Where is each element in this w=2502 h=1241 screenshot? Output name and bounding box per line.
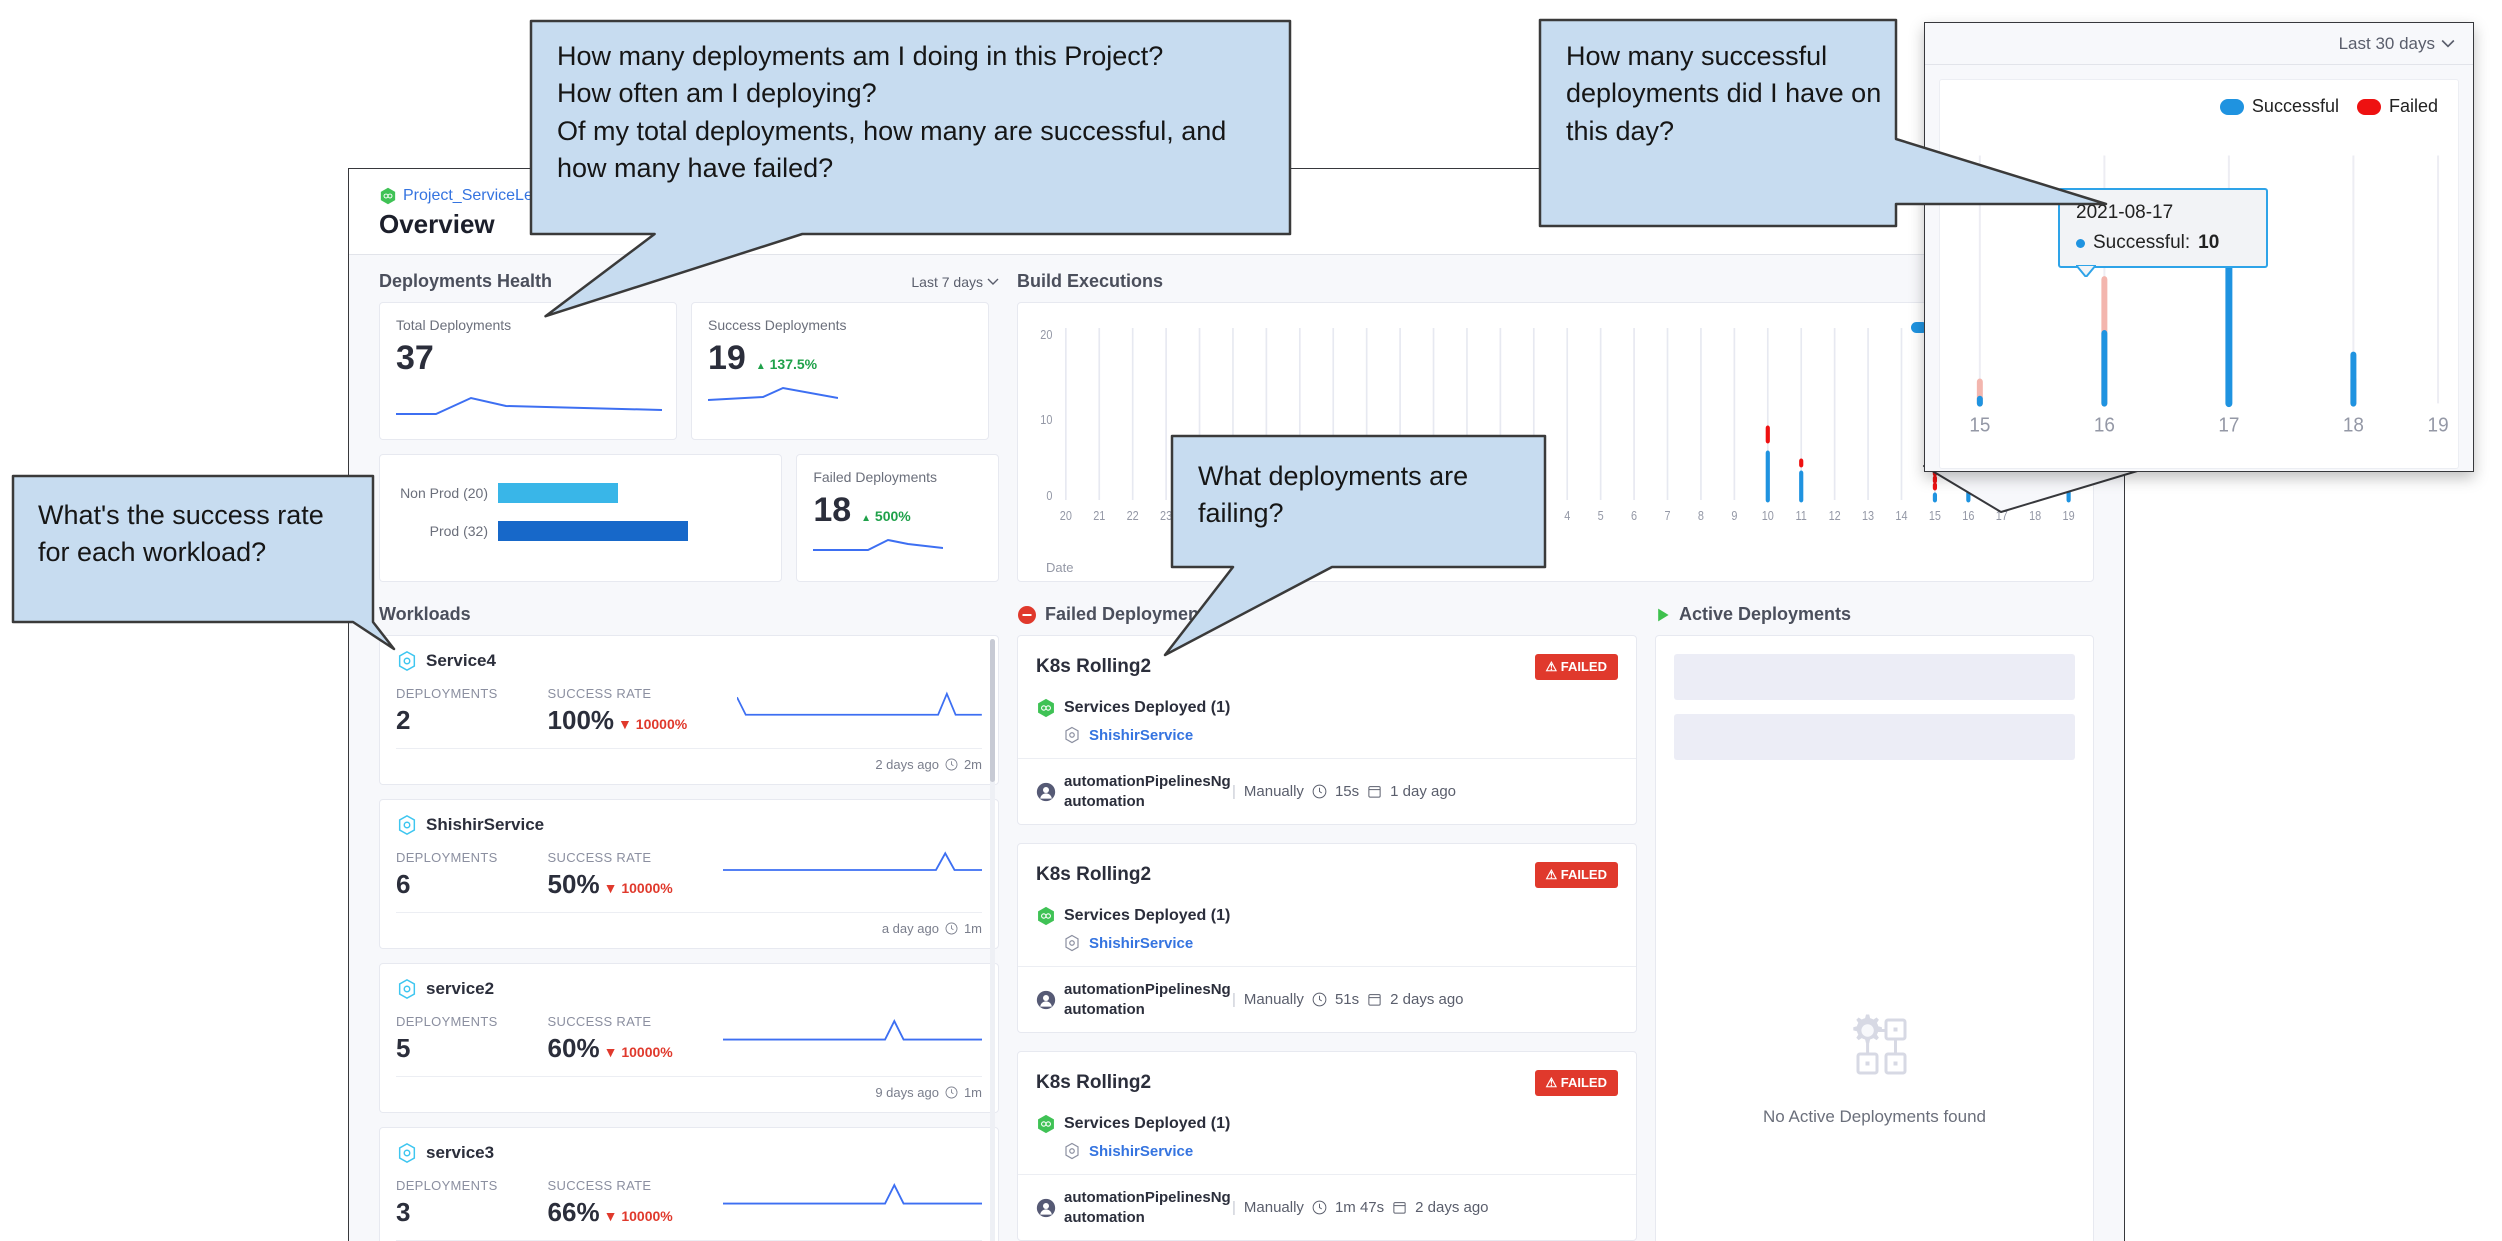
svg-text:21: 21 (1093, 508, 1105, 523)
svg-text:7: 7 (1664, 508, 1670, 523)
svg-text:20: 20 (1060, 508, 1072, 523)
svg-text:15: 15 (1969, 414, 1990, 437)
svg-text:16: 16 (2094, 414, 2115, 437)
svg-text:5: 5 (1598, 508, 1604, 523)
svg-text:8: 8 (1698, 508, 1704, 523)
svg-text:19: 19 (2428, 414, 2449, 437)
svg-text:22: 22 (1127, 508, 1139, 523)
svg-text:17: 17 (2218, 414, 2239, 437)
svg-text:18: 18 (2343, 414, 2364, 437)
svg-text:0: 0 (1046, 488, 1052, 503)
svg-text:10: 10 (1040, 412, 1052, 427)
svg-text:12: 12 (1829, 508, 1841, 523)
svg-text:4: 4 (1564, 508, 1570, 523)
svg-text:14: 14 (1895, 508, 1907, 523)
svg-text:11: 11 (1796, 508, 1808, 523)
svg-text:6: 6 (1631, 508, 1637, 523)
svg-text:10: 10 (1762, 508, 1774, 523)
svg-text:20: 20 (1040, 327, 1052, 342)
svg-text:9: 9 (1731, 508, 1737, 523)
svg-text:13: 13 (1862, 508, 1874, 523)
